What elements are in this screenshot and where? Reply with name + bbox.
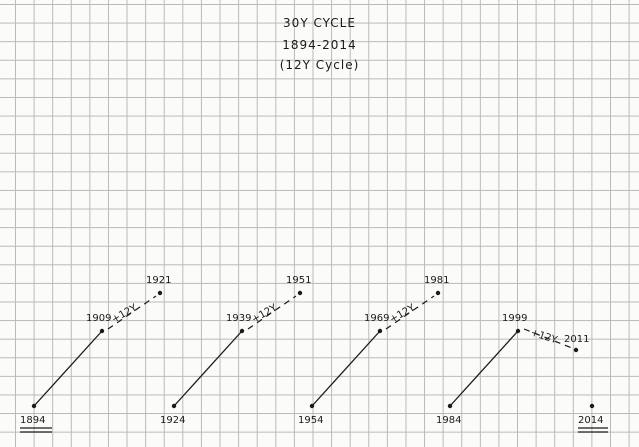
- offset-dashed-line: [523, 328, 573, 349]
- cycle-end-label: 1951: [286, 275, 311, 286]
- cycle-end-point: [157, 290, 163, 296]
- offset-dashed-line: [247, 295, 297, 330]
- cycle-end-point: [435, 290, 441, 296]
- cycle-start-label: 1984: [436, 415, 461, 426]
- cycle-start-label: 1954: [298, 415, 323, 426]
- diagram-range: 1894-2014: [282, 38, 357, 52]
- cycle-mid-label: 1999: [502, 313, 527, 324]
- cycle-mid-point: [377, 328, 383, 334]
- cycle-start-point: [171, 403, 177, 409]
- cycle-start-point: [447, 403, 453, 409]
- cycle-mid-label: 1939: [226, 313, 251, 324]
- cycle-line: [33, 330, 103, 407]
- cycle-start-point: [31, 403, 37, 409]
- cycle-end-label: 2011: [564, 334, 589, 345]
- cycle-mid-label: 1909: [86, 313, 111, 324]
- cycle-end-point: [297, 290, 303, 296]
- cycle-end-label: 1921: [146, 275, 171, 286]
- final-point-label: 2014: [578, 415, 603, 426]
- offset-label: +12Y: [388, 302, 418, 326]
- offset-dashed-line: [385, 295, 435, 330]
- cycle-mid-point: [239, 328, 245, 334]
- cycle-line: [173, 330, 243, 407]
- offset-label: +12Y: [529, 327, 559, 346]
- cycle-end-point: [573, 347, 579, 353]
- cycle-line: [449, 330, 519, 407]
- cycle-end-label: 1981: [424, 275, 449, 286]
- cycle-mid-label: 1969: [364, 313, 389, 324]
- cycle-mid-point: [515, 328, 521, 334]
- cycle-start-label: 1924: [160, 415, 185, 426]
- cycle-mid-point: [99, 328, 105, 334]
- offset-dashed-line: [107, 295, 157, 330]
- cycle-start-point: [309, 403, 315, 409]
- offset-label: +12Y: [250, 302, 280, 326]
- diagram-title: 30Y CYCLE: [283, 16, 356, 30]
- diagram-subtitle: (12Y Cycle): [279, 58, 360, 72]
- cycle-line: [311, 330, 381, 407]
- final-point: [589, 403, 595, 409]
- offset-label: +12Y: [110, 302, 140, 326]
- cycle-start-label: 1894: [20, 415, 45, 426]
